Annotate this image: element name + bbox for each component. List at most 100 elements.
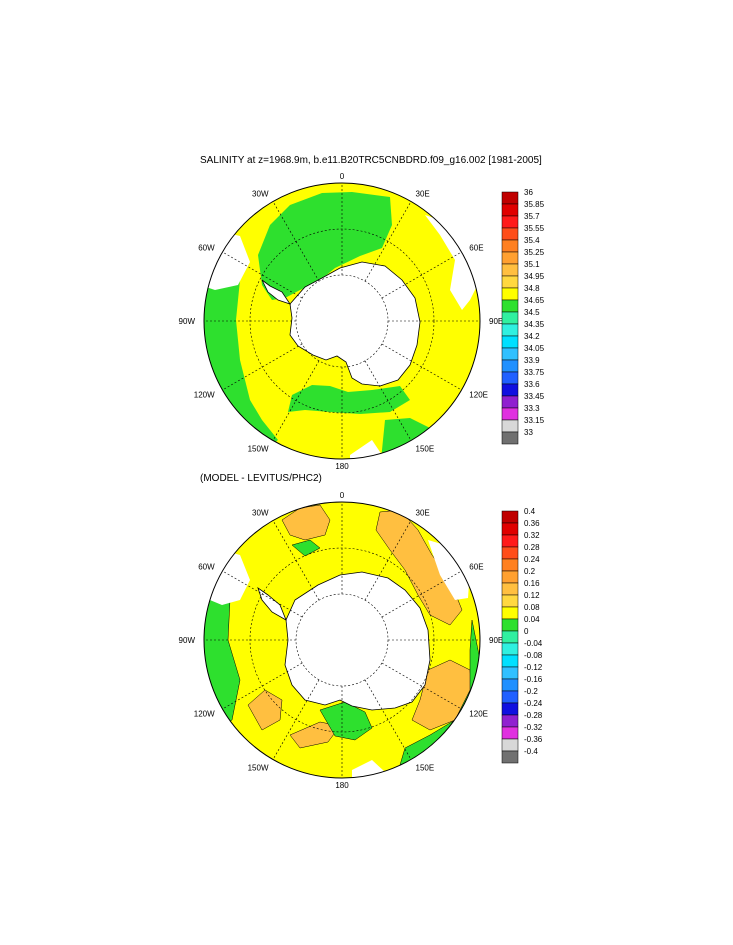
panel1-colorbar-label: 35.7 [524, 212, 540, 221]
panel1-colorbar-label: 33.9 [524, 356, 540, 365]
panel1-colorbar-swatch [501, 215, 519, 229]
panel1-lon-label: 180 [335, 462, 349, 471]
panel2-lon-label: 120E [469, 710, 488, 719]
panel2-colorbar-label: -0.08 [524, 651, 543, 660]
panel1-meridian [364, 201, 412, 282]
panel2-colorbar-swatch [501, 510, 519, 524]
panel2-colorbar-swatch [501, 570, 519, 584]
panel2-colorbar-swatch [501, 618, 519, 632]
panel2-colorbar-swatch [501, 642, 519, 656]
panel1-colorbar-label: 34.65 [524, 296, 545, 305]
panel2-colorbar-swatch [501, 654, 519, 668]
panel2-green-north [291, 539, 321, 557]
panel1-map: 0 30E 60E 90E 120E 150E 180 150W 120W 90W 60W 30W [179, 172, 504, 471]
panel2-colorbar-label: -0.36 [524, 735, 543, 744]
panel1-colorbar-label: 35.1 [524, 260, 540, 269]
panel1-colorbar-label: 35.25 [524, 248, 545, 257]
panel2-colorbar-label: 0.32 [524, 531, 540, 540]
panel2-lon-label: 150W [248, 763, 269, 772]
panel2-meridian [364, 520, 412, 601]
panel2-colorbar-swatch [501, 690, 519, 704]
panel2-colorbar-label: 0 [524, 627, 529, 636]
panel1-meridian [272, 201, 320, 282]
panel2-colorbar-swatch [501, 582, 519, 596]
panel2-antarctica [284, 571, 431, 711]
panel1-colorbar-swatch [501, 203, 519, 217]
panel1-lon-label: 0 [340, 172, 345, 181]
panel1-green-ross [288, 385, 410, 414]
panel1-colorbar-label: 34.2 [524, 332, 540, 341]
panel1-meridian [364, 360, 412, 441]
panel1-colorbar-swatch [501, 383, 519, 397]
panel2-colorbar-label: -0.24 [524, 699, 543, 708]
panel1-lon-label: 120W [194, 391, 215, 400]
panel1-peninsula [261, 279, 291, 305]
panel1-colorbar-swatch [501, 407, 519, 421]
panel1-lon-label: 90W [179, 317, 196, 326]
panel2-colorbar-label: -0.04 [524, 639, 543, 648]
panel2-lon-label: 30E [416, 509, 430, 518]
panel2-colorbar-label: 0.04 [524, 615, 540, 624]
panel2-meridian [364, 679, 412, 760]
panel2-colorbar-label: -0.12 [524, 663, 543, 672]
panel1-colorbar-label: 33.75 [524, 368, 545, 377]
panel1-colorbar-swatch [501, 311, 519, 325]
panel1-green-atlantic [258, 192, 392, 300]
panel2-orange-sw [247, 689, 283, 731]
panel2-lon-label: 180 [335, 781, 349, 790]
panel1-colorbar-label: 35.85 [524, 200, 545, 209]
panel2-colorbar-label: 0.24 [524, 555, 540, 564]
panel1-colorbar-label: 35.55 [524, 224, 545, 233]
panel2-colorbar-swatch [501, 738, 519, 752]
panel2-meridian [272, 679, 320, 760]
panel1-colorbar-swatch [501, 287, 519, 301]
panel1-lon-label: 30E [416, 190, 430, 199]
panel1-lon-label: 120E [469, 391, 488, 400]
panel1-lon-label: 150W [248, 444, 269, 453]
panel2-colorbar-label: 0.2 [524, 567, 536, 576]
panel1-meridian [381, 343, 462, 391]
panel1-colorbar-label: 33.15 [524, 416, 545, 425]
panel2-colorbar-swatch [501, 714, 519, 728]
panel2-colorbar-swatch [501, 702, 519, 716]
panel2-colorbar-label: -0.32 [524, 723, 543, 732]
panel1-meridian [222, 251, 303, 299]
panel1-meridian [381, 251, 462, 299]
panel1-colorbar-label: 35.4 [524, 236, 540, 245]
panel2-colorbar-swatch [501, 546, 519, 560]
panel2-map-border [203, 501, 481, 779]
panel2-lon-label: 90W [179, 636, 196, 645]
panel2-colorbar-label: 0.12 [524, 591, 540, 600]
panel1-colorbar-swatch [501, 395, 519, 409]
panel2-lon-label: 90E [489, 636, 503, 645]
panel2-colorbar-swatch [501, 678, 519, 692]
panel2-colorbar-swatch [501, 594, 519, 608]
panel2-meridian [222, 662, 303, 710]
panel2-lon-label: 120W [194, 710, 215, 719]
panel1-colorbar-swatch [501, 227, 519, 241]
panel2-colorbar-swatch [501, 558, 519, 572]
panel2-peninsula [257, 586, 287, 621]
panel1-colorbar-label: 33 [524, 428, 533, 437]
panel1-meridian [222, 343, 303, 391]
panel1-colorbar-label: 34.95 [524, 272, 545, 281]
panel2-colorbar-swatch [501, 522, 519, 536]
panel1-meridian [272, 360, 320, 441]
panel1-colorbar-swatch [501, 335, 519, 349]
panel1-colorbar-swatch [501, 263, 519, 277]
panel2-colorbar-label: 0.16 [524, 579, 540, 588]
panel1-colorbar-label: 34.8 [524, 284, 540, 293]
panel1-colorbar-swatch [501, 347, 519, 361]
panel2-colorbar-label: -0.2 [524, 687, 538, 696]
panel1-colorbar-swatch [501, 323, 519, 337]
panel2-colorbar-label: 0.28 [524, 543, 540, 552]
panel1-colorbar-swatch [501, 371, 519, 385]
panel2-colorbar-swatch [501, 750, 519, 764]
panel1-colorbar [501, 191, 519, 445]
panel2-orange-ne [375, 509, 463, 626]
panel1-colorbar-swatch [501, 419, 519, 433]
panel1-lon-label: 90E [489, 317, 503, 326]
panel2-lon-label: 60W [198, 563, 215, 572]
panel2-colorbar-swatch [501, 666, 519, 680]
